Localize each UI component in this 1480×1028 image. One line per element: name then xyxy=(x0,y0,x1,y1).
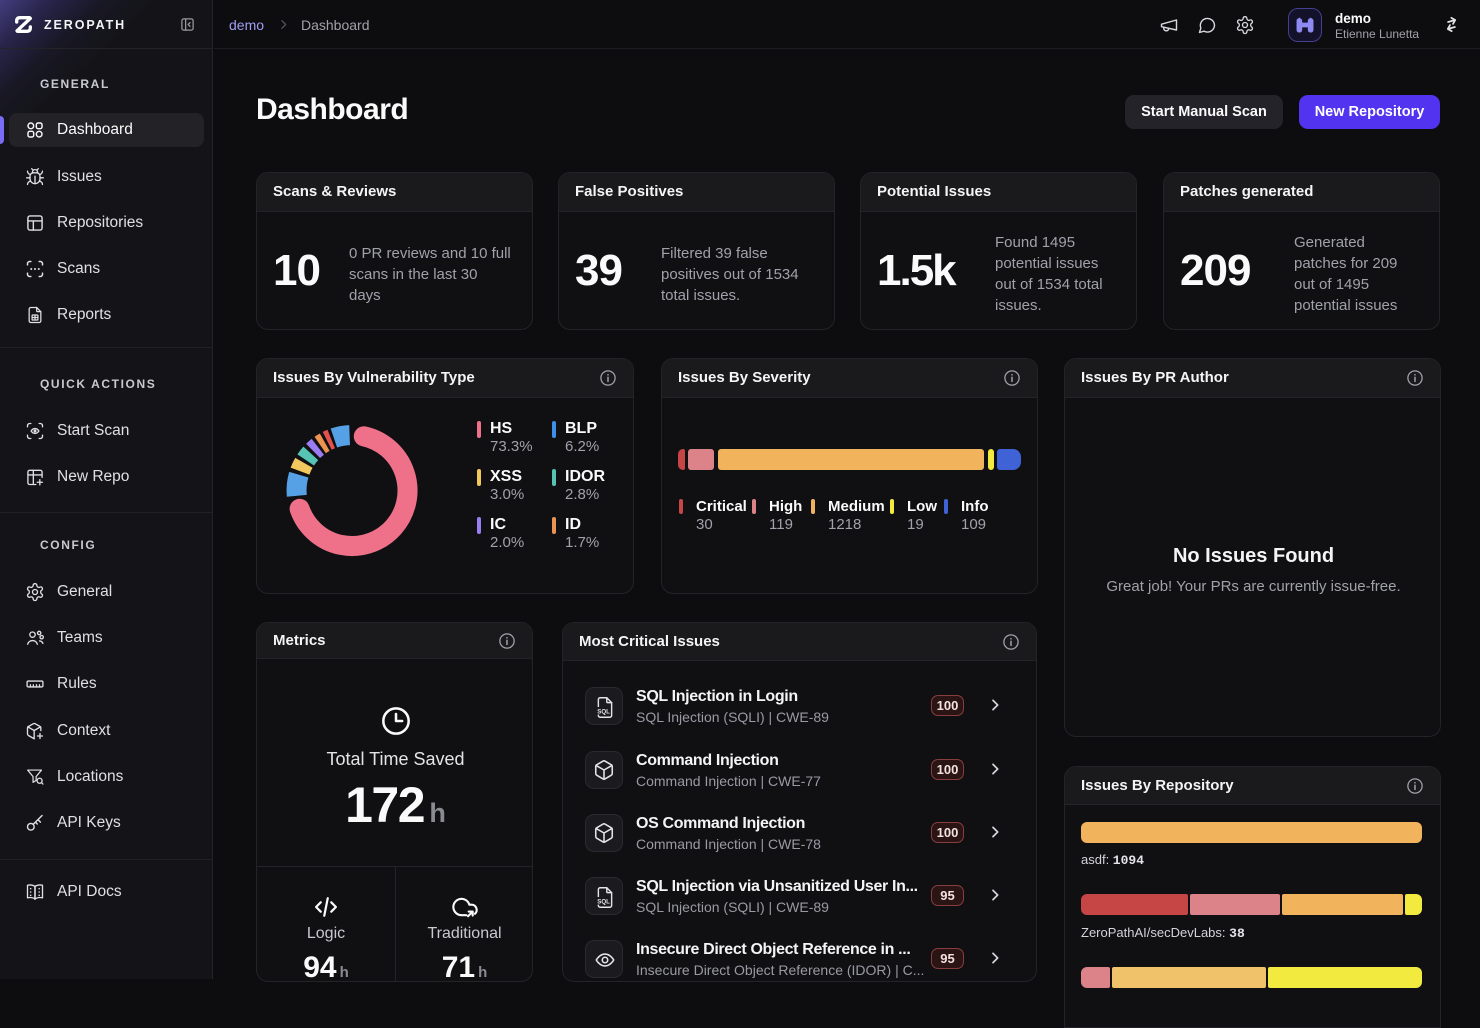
svg-text:SQL: SQL xyxy=(597,708,610,715)
svg-text:SQL: SQL xyxy=(597,898,610,905)
